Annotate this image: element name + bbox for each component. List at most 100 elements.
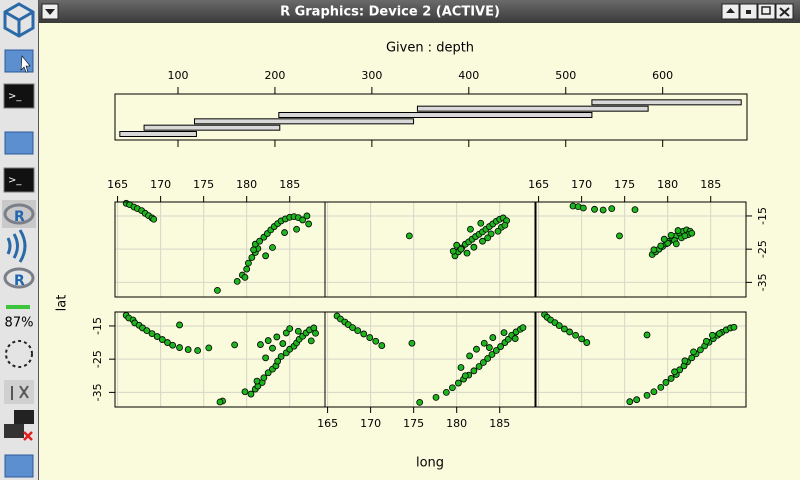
data-point bbox=[470, 243, 478, 251]
folder-icon[interactable] bbox=[4, 49, 34, 73]
x-tick-label: 180 bbox=[446, 417, 467, 430]
wifi-icon bbox=[6, 229, 27, 263]
data-point bbox=[360, 330, 368, 338]
window-title: R Graphics: Device 2 (ACTIVE) bbox=[280, 5, 500, 20]
data-point bbox=[566, 328, 573, 336]
x-tick-label: 180 bbox=[657, 178, 678, 191]
y-tick-label: -35 bbox=[91, 383, 104, 401]
data-point bbox=[286, 325, 294, 333]
data-point bbox=[247, 390, 255, 398]
data-point bbox=[269, 344, 276, 352]
battery-level: 87% bbox=[5, 316, 34, 331]
data-point bbox=[449, 247, 457, 255]
window-menu-button[interactable] bbox=[41, 3, 59, 20]
data-point bbox=[277, 353, 285, 360]
x-tick-label: 175 bbox=[193, 178, 214, 191]
data-point bbox=[488, 351, 496, 358]
given-tick-label: 400 bbox=[458, 69, 479, 82]
data-point bbox=[579, 204, 587, 212]
data-point bbox=[216, 398, 224, 406]
network-icon[interactable] bbox=[4, 410, 34, 441]
data-point bbox=[657, 384, 665, 391]
data-point bbox=[667, 231, 675, 239]
data-point bbox=[497, 343, 504, 350]
data-point bbox=[432, 393, 440, 401]
data-point bbox=[501, 221, 509, 229]
data-point bbox=[457, 364, 465, 371]
data-point bbox=[455, 379, 462, 387]
data-point bbox=[660, 235, 668, 243]
data-point bbox=[279, 340, 287, 347]
minimize-button[interactable] bbox=[739, 3, 758, 20]
maximize-button[interactable] bbox=[757, 3, 776, 20]
data-point bbox=[709, 331, 716, 339]
data-point bbox=[662, 379, 670, 386]
title-bar bbox=[39, 0, 800, 23]
data-point bbox=[519, 324, 527, 332]
data-point bbox=[256, 237, 263, 245]
r-icon[interactable]: R bbox=[2, 200, 36, 228]
data-point bbox=[448, 384, 456, 392]
shade-button[interactable] bbox=[721, 3, 740, 20]
data-point bbox=[470, 367, 478, 375]
data-point bbox=[626, 398, 634, 406]
terminal-icon[interactable]: >_ bbox=[3, 167, 35, 193]
x-tick-label: 165 bbox=[528, 178, 549, 191]
data-point bbox=[479, 359, 487, 366]
data-point bbox=[643, 331, 651, 339]
svg-text:>_: >_ bbox=[8, 91, 22, 102]
panel-frame bbox=[324, 311, 536, 408]
panel-frame bbox=[535, 311, 747, 408]
data-point bbox=[500, 329, 508, 336]
close-button[interactable] bbox=[775, 3, 794, 20]
folder-icon[interactable] bbox=[4, 454, 34, 478]
data-point bbox=[492, 347, 500, 354]
data-point bbox=[555, 322, 563, 330]
clock-icon[interactable] bbox=[5, 340, 33, 368]
data-point bbox=[231, 341, 239, 349]
x-tick-label: 170 bbox=[360, 417, 381, 430]
x-tick-label: 165 bbox=[107, 178, 128, 191]
data-point bbox=[274, 357, 282, 365]
data-point bbox=[485, 344, 493, 351]
x-tick-label: 170 bbox=[150, 178, 171, 191]
data-point bbox=[250, 246, 257, 254]
data-point bbox=[674, 227, 682, 234]
panel-frame bbox=[324, 201, 536, 298]
data-point bbox=[463, 249, 471, 257]
data-point bbox=[477, 219, 485, 227]
given-tick-label: 500 bbox=[555, 69, 576, 82]
svg-text:R: R bbox=[14, 209, 25, 225]
data-point bbox=[307, 337, 315, 345]
y-tick-label: -25 bbox=[91, 350, 104, 368]
given-tick-label: 100 bbox=[168, 69, 189, 82]
data-point bbox=[461, 372, 469, 380]
terminal-icon[interactable]: >_ bbox=[3, 83, 35, 109]
app-icon[interactable] bbox=[3, 2, 35, 38]
data-point bbox=[241, 274, 249, 281]
data-point bbox=[591, 205, 598, 213]
data-point bbox=[484, 355, 492, 362]
data-point bbox=[690, 348, 697, 356]
data-point bbox=[148, 330, 156, 337]
y-tick-label: -15 bbox=[756, 207, 769, 225]
data-point bbox=[408, 339, 416, 347]
svg-text:R: R bbox=[14, 273, 25, 289]
given-panel bbox=[114, 93, 748, 141]
data-point bbox=[416, 398, 424, 406]
data-point bbox=[205, 344, 213, 352]
data-point bbox=[248, 254, 256, 261]
data-point bbox=[233, 277, 241, 285]
folder-icon[interactable] bbox=[4, 131, 34, 155]
r-icon[interactable]: R bbox=[3, 267, 35, 289]
data-point bbox=[293, 225, 300, 233]
y-tick-label: -25 bbox=[756, 240, 769, 258]
x-tick-label: 185 bbox=[700, 178, 721, 191]
given-interval bbox=[119, 131, 197, 137]
data-point bbox=[578, 335, 586, 343]
data-point bbox=[467, 225, 474, 233]
settings-icon[interactable] bbox=[4, 380, 34, 404]
x-tick-label: 185 bbox=[279, 178, 300, 191]
data-point bbox=[643, 391, 651, 399]
